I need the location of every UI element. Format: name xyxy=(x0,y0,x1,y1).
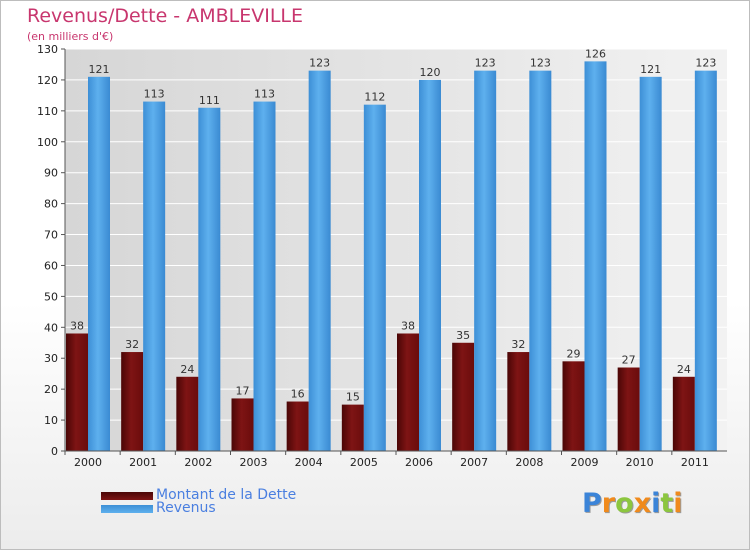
y-tick-label: 0 xyxy=(51,445,58,458)
bars xyxy=(66,61,717,452)
y-tick-label: 100 xyxy=(37,136,58,149)
value-label-debt: 27 xyxy=(622,354,636,367)
y-tick-label: 40 xyxy=(44,321,58,334)
proxiti-logo: Proxiti xyxy=(582,488,683,519)
value-label-debt: 24 xyxy=(677,363,691,376)
y-tick-label: 130 xyxy=(37,43,58,56)
x-tick-label: 2008 xyxy=(515,456,543,469)
x-tick-label: 2009 xyxy=(571,456,599,469)
logo-letter: o xyxy=(615,488,634,519)
bar-debt xyxy=(507,352,530,451)
x-tick-label: 2010 xyxy=(626,456,654,469)
y-axis-tick-labels: 0 10 20 30 40 50 60 70 80 90 100 110 120 130 xyxy=(37,43,65,458)
x-tick-label: 2004 xyxy=(295,456,323,469)
value-label-debt: 32 xyxy=(511,338,525,351)
logo-letter: P xyxy=(582,488,602,519)
value-label-debt: 29 xyxy=(567,347,581,360)
value-label-revenue: 123 xyxy=(695,57,716,70)
bar-debt xyxy=(617,367,640,451)
x-tick-label: 2003 xyxy=(240,456,268,469)
chart-subtitle: (en milliers d'€) xyxy=(27,30,114,43)
logo-letter: i xyxy=(651,488,661,519)
value-label-debt: 38 xyxy=(70,319,84,332)
value-labels: 38 121 32 113 24 111 17 113 16 123 15 112 38 120 35 123… xyxy=(70,47,716,403)
value-label-debt: 16 xyxy=(291,388,305,401)
x-tick-label: 2006 xyxy=(405,456,433,469)
x-tick-label: 2001 xyxy=(129,456,157,469)
bar-revenue xyxy=(253,101,276,452)
legend-label-debt: Montant de la Dette xyxy=(156,487,297,503)
value-label-debt: 35 xyxy=(456,329,470,342)
bar-revenue xyxy=(639,76,662,451)
bar-revenue xyxy=(363,104,386,452)
bar-debt xyxy=(672,376,695,451)
value-label-revenue: 121 xyxy=(89,63,110,76)
plot-background xyxy=(65,49,727,451)
bar-revenue xyxy=(419,79,441,451)
legend-label-revenue: Revenus xyxy=(156,500,216,516)
value-label-debt: 32 xyxy=(125,338,139,351)
legend-swatch-revenue xyxy=(101,505,153,513)
x-tick-label: 2005 xyxy=(350,456,378,469)
bar-revenue xyxy=(584,61,607,451)
value-label-revenue: 120 xyxy=(420,66,441,79)
bar-revenue xyxy=(308,70,331,452)
bar-debt xyxy=(121,352,144,451)
x-tick-label: 2000 xyxy=(74,456,102,469)
logo-letter: r xyxy=(601,488,616,519)
y-tick-label: 50 xyxy=(44,290,58,303)
y-tick-label: 110 xyxy=(37,105,58,118)
x-tick-label: 2002 xyxy=(184,456,212,469)
bar-revenue xyxy=(694,70,717,452)
bar-debt xyxy=(397,333,419,451)
value-label-revenue: 126 xyxy=(585,47,606,60)
bar-debt xyxy=(231,398,254,451)
value-label-revenue: 111 xyxy=(199,94,220,107)
bar-revenue xyxy=(198,107,221,451)
y-tick-label: 120 xyxy=(37,74,58,87)
value-label-revenue: 121 xyxy=(640,63,661,76)
bar-debt xyxy=(341,404,364,451)
y-tick-label: 20 xyxy=(44,383,58,396)
value-label-debt: 15 xyxy=(346,391,360,404)
bar-revenue xyxy=(529,70,552,452)
bar-debt xyxy=(176,376,199,451)
bar-revenue xyxy=(143,101,166,452)
bar-revenue xyxy=(474,70,497,452)
value-label-debt: 17 xyxy=(236,384,250,397)
bar-revenue xyxy=(88,76,110,451)
x-tick-label: 2011 xyxy=(681,456,709,469)
logo-letter: t xyxy=(660,488,674,519)
chart-title: Revenus/Dette - AMBLEVILLE xyxy=(27,5,303,27)
bar-debt xyxy=(452,342,475,451)
y-tick-label: 10 xyxy=(44,414,58,427)
grid-lines xyxy=(65,48,727,421)
bar-debt xyxy=(66,333,88,451)
value-label-debt: 38 xyxy=(401,319,415,332)
logo-letter: i xyxy=(673,488,683,519)
x-axis-tick-labels: 2000 2001 2002 2003 2004 2005 2006 2007 2008 2009… xyxy=(64,451,709,469)
value-label-revenue: 123 xyxy=(475,57,496,70)
bar-debt xyxy=(562,361,585,451)
bar-debt xyxy=(286,401,309,451)
value-label-revenue: 123 xyxy=(309,57,330,70)
y-tick-label: 60 xyxy=(44,259,58,272)
y-tick-label: 90 xyxy=(44,167,58,180)
value-label-debt: 24 xyxy=(180,363,194,376)
x-tick-label: 2007 xyxy=(460,456,488,469)
logo-letter: x xyxy=(633,488,652,519)
y-tick-label: 30 xyxy=(44,352,58,365)
y-tick-label: 70 xyxy=(44,229,58,242)
y-tick-label: 80 xyxy=(44,198,58,211)
value-label-revenue: 123 xyxy=(530,57,551,70)
value-label-revenue: 113 xyxy=(254,88,275,101)
value-label-revenue: 113 xyxy=(144,88,165,101)
value-label-revenue: 112 xyxy=(364,91,385,104)
legend-swatch-debt xyxy=(101,492,153,500)
